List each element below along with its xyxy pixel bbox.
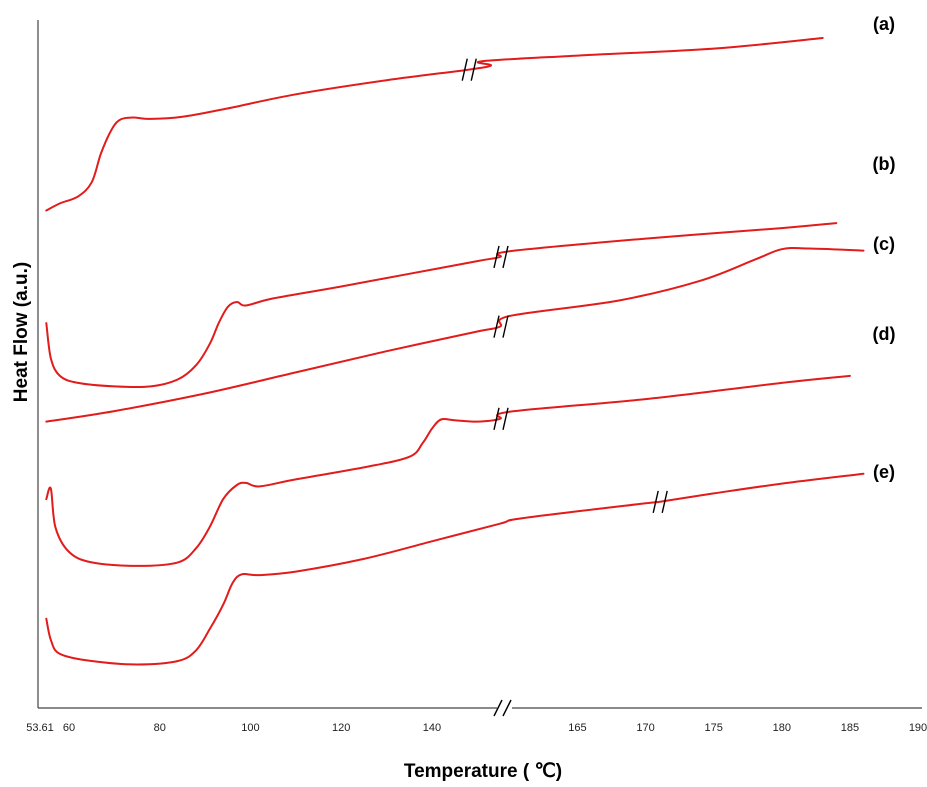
curve-label-a: (a): [873, 14, 895, 34]
x-tick-labels: 53.61 60 80 100 120 140 165 170 175 180 185 190: [26, 722, 927, 734]
x-tick-label: 180: [773, 722, 791, 734]
x-tick-label: 170: [636, 722, 654, 734]
curve-b: [45, 222, 838, 389]
x-axis-break-mark: [493, 699, 512, 717]
axes: [37, 20, 922, 717]
curve-break-mark-a: [461, 58, 477, 81]
x-tick-label: 53.61: [26, 722, 54, 734]
curve-break-mark-d: [493, 407, 509, 430]
curve-c: [45, 247, 865, 423]
x-tick-label: 60: [63, 722, 75, 734]
curve-label-c: (c): [873, 234, 895, 254]
x-tick-label: 165: [568, 722, 586, 734]
x-tick-label: 185: [841, 722, 859, 734]
curve-labels: (a) (b) (c) (d) (e): [873, 14, 896, 482]
curve-label-e: (e): [873, 462, 895, 482]
curve-a: [45, 37, 824, 212]
break-marks: [461, 58, 668, 514]
curve-label-d: (d): [873, 324, 896, 344]
x-tick-label: 120: [332, 722, 350, 734]
curve-break-mark-b: [493, 245, 509, 269]
x-tick-label: 175: [705, 722, 723, 734]
curve-break-mark-c: [493, 315, 509, 338]
x-axis-title: Temperature ( ℃): [404, 761, 562, 782]
x-tick-label: 190: [909, 722, 927, 734]
curve-label-b: (b): [873, 154, 896, 174]
x-tick-label: 80: [154, 722, 166, 734]
y-axis-title: Heat Flow (a.u.): [11, 262, 32, 402]
curves: [45, 37, 865, 666]
x-tick-label: 140: [423, 722, 441, 734]
curve-e: [45, 472, 865, 666]
x-tick-label: 100: [241, 722, 259, 734]
curve-break-mark-e: [652, 490, 668, 514]
